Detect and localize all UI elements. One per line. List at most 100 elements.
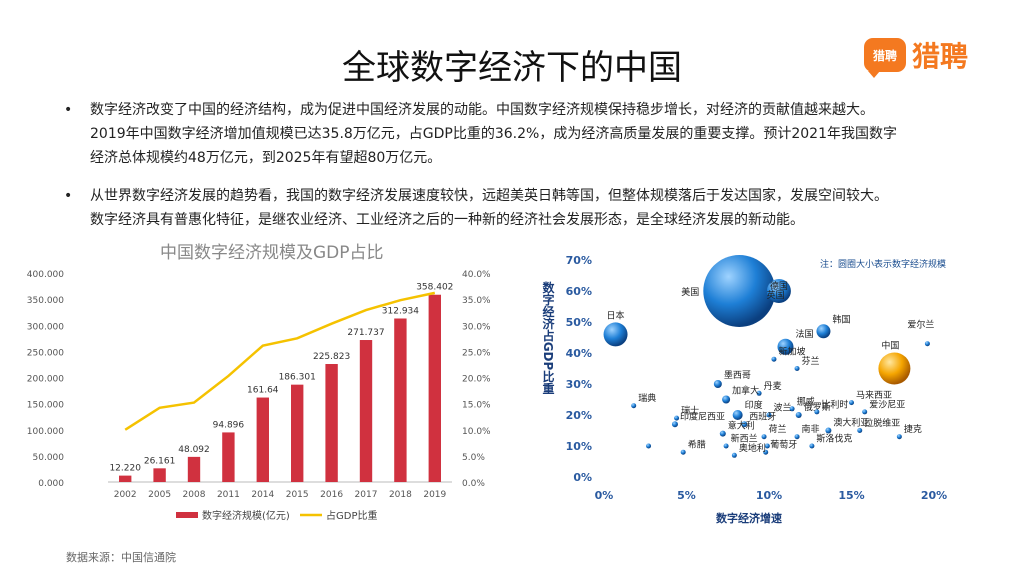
bubble (671, 421, 678, 428)
bubble (756, 390, 762, 396)
bubble-label: 澳大利亚 (833, 417, 869, 429)
bubble (732, 410, 743, 420)
bubble-label: 波兰 (774, 402, 792, 414)
bubble-label: 爱尔兰 (907, 319, 934, 331)
bubble (741, 421, 748, 428)
bar-data-label: 12.220 (109, 464, 141, 474)
bullet-list: • 数字经济改变了中国的经济结构，成为促进中国经济发展的动能。中国数字经济规模保… (60, 98, 960, 246)
x-axis-tick-label: 0% (595, 489, 614, 502)
x-axis-tick-label: 2011 (217, 490, 240, 500)
bubble (723, 443, 729, 449)
bubble (761, 434, 767, 440)
bubble (766, 279, 791, 303)
bar-data-label: 94.896 (213, 420, 245, 430)
bubble-label: 荷兰 (769, 423, 787, 435)
gdp-share-line (124, 291, 436, 431)
bubble-label: 捷克 (904, 423, 922, 435)
bubble-label: 德国 (770, 280, 788, 292)
y-axis-tick-label: 10% (566, 440, 592, 453)
bar-data-label: 225.823 (313, 352, 350, 362)
bullet-line: 2019年中国数字经济增加值规模已达35.8万亿元，占GDP比重的36.2%，成… (90, 126, 897, 142)
x-axis-tick-label: 10% (756, 489, 782, 502)
bubble-label: 比利时 (821, 398, 848, 410)
bubble (703, 255, 776, 327)
left-axis-tick-label: 300.000 (27, 322, 64, 332)
bubble (764, 443, 770, 449)
y-axis-tick-label: 20% (566, 409, 592, 422)
bubble-label: 新加坡 (778, 346, 805, 358)
right-axis-tick-label: 25.0% (462, 348, 491, 358)
bubble-label: 葡萄牙 (770, 439, 797, 451)
bubble (789, 406, 795, 412)
bubble (680, 449, 686, 455)
bubble-label: 印度 (745, 399, 763, 411)
bullet-item: • 数字经济改变了中国的经济结构，成为促进中国经济发展的动能。中国数字经济规模保… (60, 98, 960, 170)
chart-note: 注：圆圈大小表示数字经济规模 (820, 258, 946, 270)
x-axis-tick-label: 2014 (251, 490, 274, 500)
bubble (924, 341, 930, 347)
bullet-item: • 从世界数字经济发展的趋势看，我国的数字经济发展速度较快，远超美英日韩等国，但… (60, 184, 960, 232)
bubble-label: 爱沙尼亚 (869, 399, 905, 410)
bubble-label: 瑞典 (638, 392, 656, 404)
bubble (674, 415, 680, 421)
bar (222, 432, 235, 482)
bar (153, 468, 166, 482)
bubble (857, 428, 863, 433)
y-axis-title: 数字经济占GDP比重 (541, 280, 555, 394)
bar-data-label: 26.161 (144, 456, 176, 466)
bubble (713, 380, 722, 388)
bar (325, 364, 338, 482)
bullet-line: 数字经济改变了中国的经济结构，成为促进中国经济发展的动能。中国数字经济规模保持稳… (90, 102, 874, 118)
bar-line-chart: 0.000 50.000 100.000 150.000 200.000 250.000 3… (27, 270, 491, 522)
bullet-line: 经济总体规模约48万亿元，到2025年有望超80万亿元。 (90, 150, 442, 166)
bubble-label: 俄罗斯 (804, 401, 831, 413)
y-axis-tick-label: 0% (573, 471, 592, 484)
bar (291, 384, 304, 482)
legend-bar-swatch (176, 512, 198, 518)
x-axis-tick-label: 2008 (183, 490, 206, 500)
bubble (646, 443, 652, 449)
bullet-dot-icon: • (64, 102, 73, 118)
left-axis-tick-label: 250.000 (27, 348, 64, 358)
right-axis-tick-label: 15.0% (462, 401, 491, 411)
bubble (794, 366, 800, 371)
y-axis-tick-label: 50% (566, 316, 592, 329)
left-axis-tick-label: 50.000 (33, 453, 65, 463)
bubble (631, 403, 637, 409)
x-axis-tick-label: 2005 (148, 490, 171, 500)
bubble (809, 443, 815, 449)
right-axis-tick-label: 0.0% (462, 479, 485, 489)
bubble-label: 奥地利 (739, 442, 766, 454)
bubble-label: 斯洛伐克 (816, 433, 852, 445)
left-axis-tick-label: 200.000 (27, 375, 64, 385)
bubble-label: 瑞士 (681, 405, 699, 417)
right-axis-tick-label: 20.0% (462, 375, 491, 385)
left-axis-tick-label: 100.000 (27, 427, 64, 437)
bar (359, 340, 373, 482)
left-axis-tick-label: 0.000 (38, 479, 64, 489)
bubble-label: 美国 (681, 286, 699, 298)
y-axis-tick-label: 60% (566, 285, 592, 298)
bar-data-label: 271.737 (347, 328, 384, 338)
bubble-label: 墨西哥 (724, 370, 751, 381)
bubble (862, 409, 868, 415)
bubble-label: 韩国 (832, 313, 850, 325)
bubble-label: 日本 (607, 309, 625, 321)
bullet-line: 数字经济具有普惠化特征，是继农业经济、工业经济之后的一种新的经济社会发展形态，是… (90, 212, 804, 228)
bubble-label: 西班牙 (749, 410, 776, 422)
y-axis-tick-label: 40% (566, 347, 592, 360)
bubble (771, 356, 777, 362)
bubble-label: 新西兰 (731, 433, 758, 445)
page-title: 全球数字经济下的中国 (342, 48, 682, 88)
right-axis-tick-label: 40.0% (462, 270, 491, 280)
bubble (763, 449, 769, 455)
x-axis-tick-label: 2015 (286, 490, 309, 500)
bar-chart-title: 中国数字经济规模及GDP占比 (160, 243, 384, 263)
right-axis-tick-label: 30.0% (462, 322, 491, 332)
x-axis-tick-label: 2019 (423, 490, 446, 500)
x-axis-tick-label: 15% (838, 489, 864, 502)
liepin-logo: 猎聘 猎聘 (864, 35, 968, 78)
data-source-note: 数据来源：中国信通院 (66, 551, 176, 564)
bullet-line: 从世界数字经济发展的趋势看，我国的数字经济发展速度较快，远超美英日韩等国，但整体… (90, 188, 888, 204)
legend-bar-label: 数字经济规模(亿元) (202, 509, 290, 522)
